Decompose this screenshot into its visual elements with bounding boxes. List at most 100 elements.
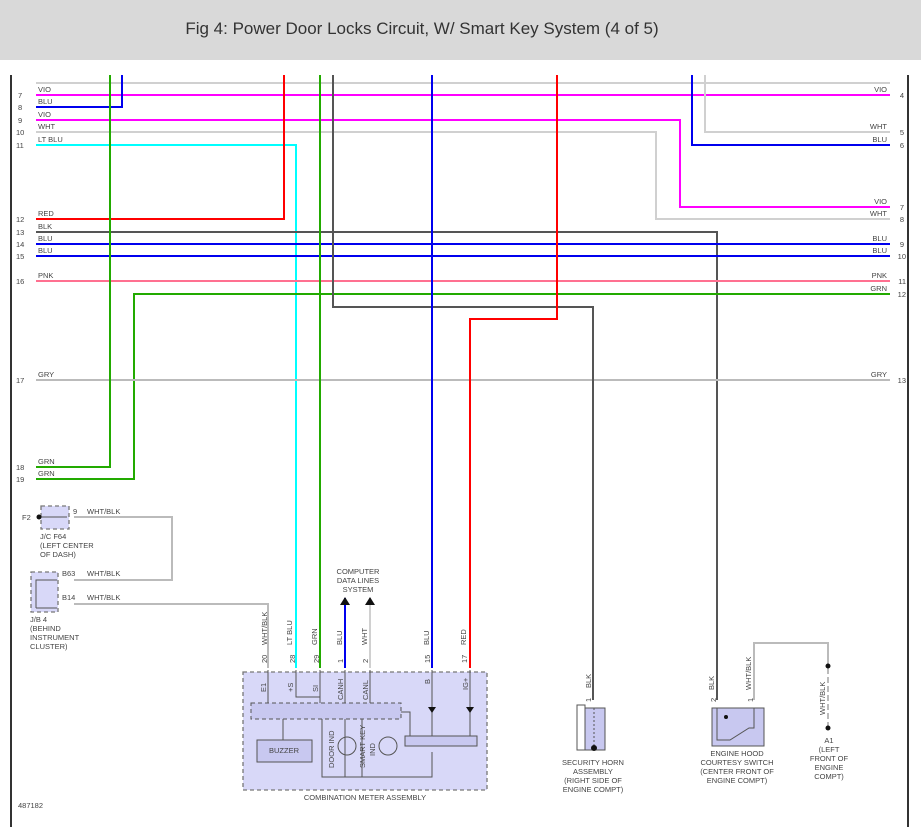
diagram-label: BLK xyxy=(584,674,593,688)
diagram-label: WHT/BLK xyxy=(87,569,120,578)
wire-wht-10-8 xyxy=(36,131,890,220)
diagram-label: J/B 4 xyxy=(30,615,47,624)
diagram-label: 12 xyxy=(16,215,24,224)
wire-wht-5 xyxy=(704,75,890,133)
arrow-up-icon xyxy=(365,597,375,605)
diagram-label: 7 xyxy=(900,203,904,212)
diagram-label: VIO xyxy=(38,85,51,94)
diagram-label: GRY xyxy=(38,370,54,379)
diagram-label: VIO xyxy=(38,110,51,119)
wire-blk-13 xyxy=(36,231,718,700)
diagram-label: BLU xyxy=(422,630,431,645)
diagram-label: 18 xyxy=(16,463,24,472)
wire-wht-blk-hood xyxy=(753,642,829,700)
wire-wht-blk-jc xyxy=(74,516,173,581)
diagram-label: BLU xyxy=(872,246,887,255)
diagram-label: 9 xyxy=(73,507,77,516)
diagram-label: COMBINATION METER ASSEMBLY xyxy=(304,793,426,802)
diagram-label: BLU xyxy=(38,97,53,106)
diagram-label: F2 xyxy=(22,513,31,522)
arrow-up-icon xyxy=(340,597,350,605)
diagram-label: VIO xyxy=(874,197,887,206)
diagram-label: +S xyxy=(286,683,295,692)
diagram-label: WHT xyxy=(360,628,369,645)
wire-wht-blk-e1 xyxy=(74,603,269,668)
diagram-label: 13 xyxy=(16,228,24,237)
diagram-label: 17 xyxy=(460,655,469,663)
diagram-label: (RIGHT SIDE OF xyxy=(564,776,622,785)
wire-vio-9-7 xyxy=(36,119,890,208)
ground-icon xyxy=(591,745,597,751)
ground-icon xyxy=(36,514,42,520)
diagram-label: 1 xyxy=(584,698,593,702)
combination-meter-assembly: BUZZER DOOR IND SMART KEY IND COMBINATIO… xyxy=(242,612,488,802)
diagram-label: COMPUTER xyxy=(337,567,381,576)
diagram-label: SECURITY HORN xyxy=(562,758,624,767)
left-wire-labels: 7 VIO 8 BLU 9 VIO 10 WHT 11 LT BLU 12 RED 13 BL… xyxy=(16,85,63,484)
diagram-label: WHT/BLK xyxy=(818,682,827,715)
diagram-label: 2 xyxy=(361,659,370,663)
wire-blk-horn xyxy=(332,75,594,700)
diagram-label: WHT xyxy=(38,122,55,131)
wire-red-17 xyxy=(469,75,558,668)
diagram-label: CLUSTER) xyxy=(30,642,68,651)
diagram-label: 15 xyxy=(16,252,24,261)
diagram-label: 1 xyxy=(746,698,755,702)
diagram-label: COURTESY SWITCH xyxy=(700,758,773,767)
diagram-label: LT BLU xyxy=(38,135,63,144)
wire-blu-8 xyxy=(36,75,123,108)
diagram-label: ENGINE COMPT) xyxy=(707,776,768,785)
diagram-label: BLU xyxy=(872,135,887,144)
diode-icon xyxy=(428,707,436,713)
diode-icon xyxy=(466,707,474,713)
diagram-label: 8 xyxy=(900,215,904,224)
diagram-label: IG+ xyxy=(461,677,470,690)
diagram-label: 8 xyxy=(18,103,22,112)
jb-4: B63 WHT/BLK B14 WHT/BLK J/B 4(BEHINDINSTRU… xyxy=(30,569,120,651)
diagram-label: (LEFT CENTER xyxy=(40,541,94,550)
diagram-label: GRN xyxy=(310,628,319,645)
diagram-label: CANH xyxy=(336,679,345,700)
wires xyxy=(36,75,890,728)
diagram-label: B14 xyxy=(62,593,75,602)
diagram-label: PNK xyxy=(38,271,53,280)
diagram-label: FRONT OF xyxy=(810,754,849,763)
diagram-label: BLU xyxy=(872,234,887,243)
diagram-label: WHT/BLK xyxy=(744,657,753,690)
diagram-label: 13 xyxy=(898,376,906,385)
diagram-label: 10 xyxy=(16,128,24,137)
diagram-label: 6 xyxy=(900,141,904,150)
diagram-label: (BEHIND xyxy=(30,624,61,633)
diagram-label: GRN xyxy=(870,284,887,293)
diagram-label: 9 xyxy=(900,240,904,249)
wire-blu-6 xyxy=(691,75,890,146)
diagram-label: A1 xyxy=(824,736,833,745)
diagram-label: 4 xyxy=(900,91,904,100)
diagram-label: INSTRUMENT xyxy=(30,633,80,642)
diagram-label: B63 xyxy=(62,569,75,578)
diagram-label: BUZZER xyxy=(269,746,300,755)
diagram-label: 15 xyxy=(423,655,432,663)
diagram-label: GRN xyxy=(38,457,55,466)
diagram-label: ASSEMBLY xyxy=(573,767,613,776)
wire-ltblu-11 xyxy=(36,144,297,668)
diagram-label: IND xyxy=(368,743,377,757)
diagram-label: COMPT) xyxy=(814,772,844,781)
diagram-label: 9 xyxy=(18,116,22,125)
diagram-label: ENGINE COMPT) xyxy=(563,785,624,794)
diagram-label: 16 xyxy=(16,277,24,286)
diagram-label: SI xyxy=(311,685,320,692)
diagram-label: E1 xyxy=(259,683,268,692)
header-bar: Fig 4: Power Door Locks Circuit, W/ Smar… xyxy=(0,0,921,60)
diagram-label: SMART KEY xyxy=(358,725,367,768)
figure-title: Fig 4: Power Door Locks Circuit, W/ Smar… xyxy=(185,19,659,38)
diagram-label: WHT/BLK xyxy=(260,612,269,645)
diagram-label: PNK xyxy=(872,271,887,280)
diagram-label: 10 xyxy=(898,252,906,261)
